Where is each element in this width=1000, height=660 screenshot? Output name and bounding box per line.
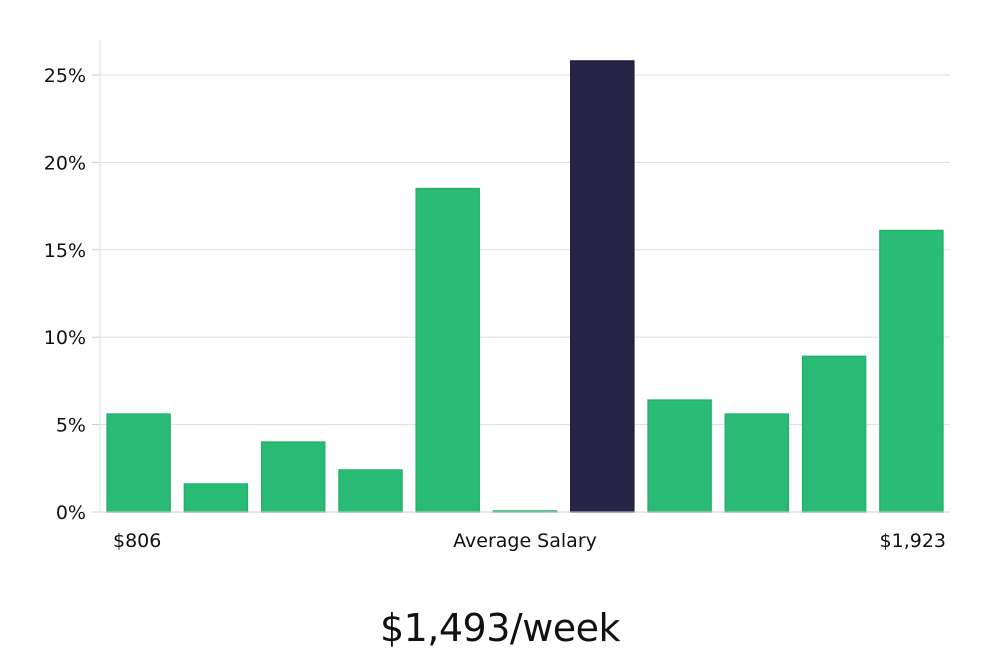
y-tick-label: 25%	[44, 65, 86, 87]
y-tick-label: 0%	[56, 502, 86, 524]
salary-histogram-chart: 0% 5% 10% 15% 20% 25% $806 Average Salary $1,…	[44, 40, 950, 552]
bar	[183, 483, 249, 513]
y-tick-label: 15%	[44, 240, 86, 262]
x-label-min: $806	[113, 530, 161, 552]
y-axis-ticks: 0% 5% 10% 15% 20% 25%	[44, 65, 100, 524]
bar	[879, 229, 944, 513]
bar	[415, 187, 480, 513]
bar	[647, 399, 712, 513]
bar	[260, 441, 326, 513]
average-salary-caption: $1,493/week	[379, 606, 621, 650]
y-tick-label: 5%	[56, 415, 86, 437]
bar	[338, 469, 403, 513]
bar	[106, 413, 171, 513]
bar-average-salary	[570, 60, 635, 513]
y-tick-label: 10%	[44, 327, 86, 349]
bar	[801, 355, 867, 513]
bars	[106, 60, 944, 513]
y-tick-label: 20%	[44, 152, 86, 174]
x-label-max: $1,923	[880, 530, 946, 552]
x-label-average-salary: Average Salary	[453, 530, 597, 552]
bar	[724, 413, 790, 513]
